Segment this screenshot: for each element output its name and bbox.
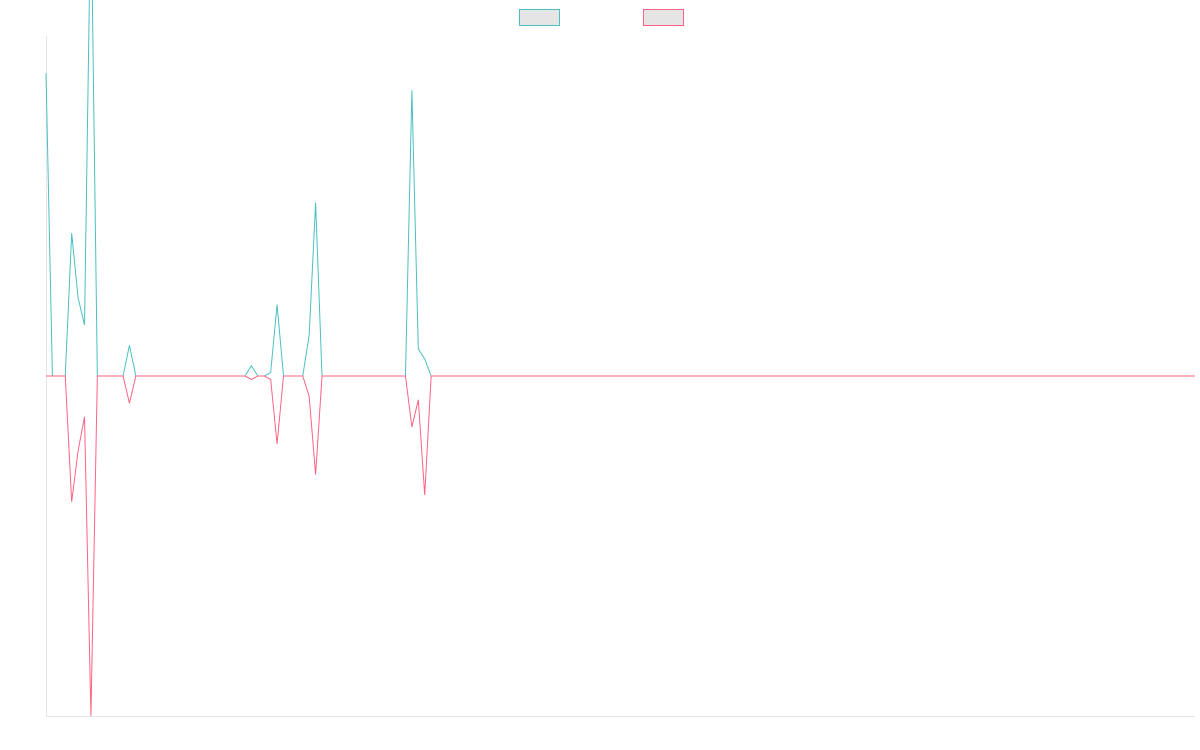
series-line-2: [46, 375, 1195, 717]
legend-swatch-1[interactable]: [519, 9, 560, 26]
series-layer: [45, 0, 1195, 717]
legend: [519, 9, 684, 26]
legend-swatch-2[interactable]: [643, 9, 684, 26]
series-line-1: [45, 0, 1195, 377]
